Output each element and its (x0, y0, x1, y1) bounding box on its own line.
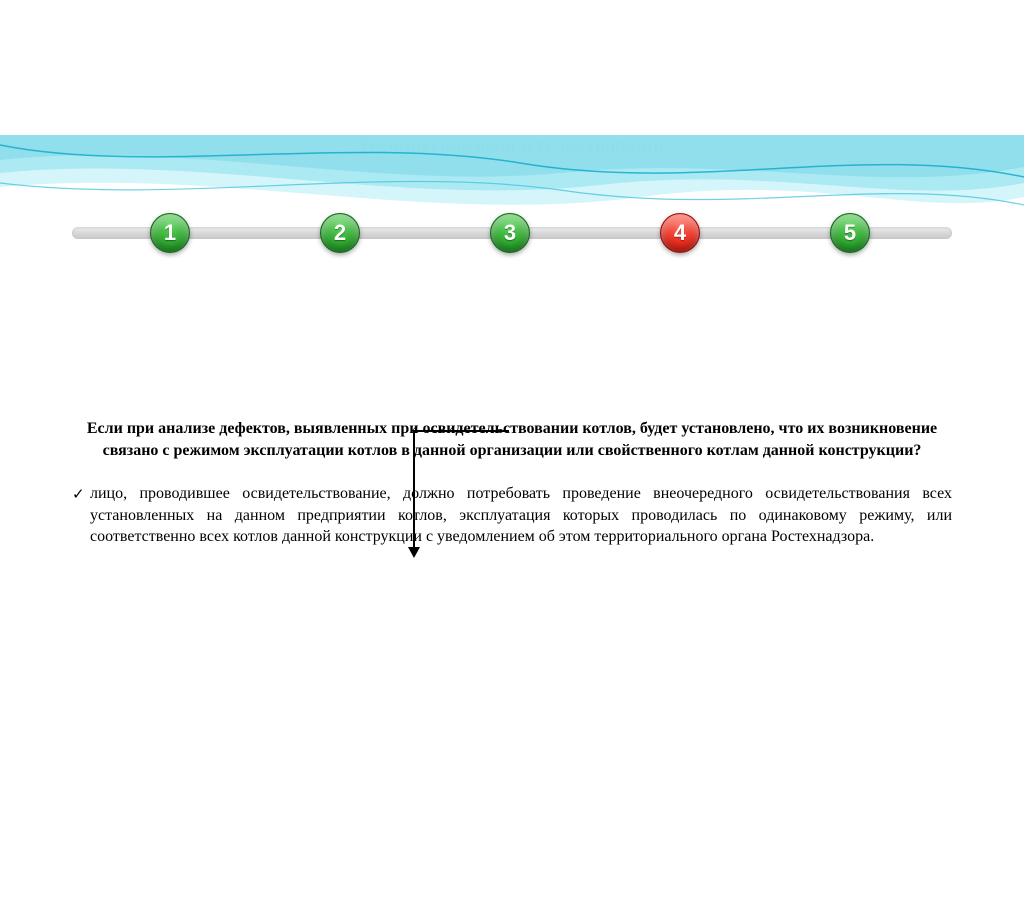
question-text: Если при анализе дефектов, выявленных пр… (72, 418, 952, 461)
step-5: 5 (830, 213, 870, 253)
step-2: 2 (320, 213, 360, 253)
step-3: 3 (490, 213, 530, 253)
answer-body: лицо, проводившее освидетельствование, д… (90, 485, 952, 545)
answer-text: ✓ лицо, проводившее освидетельствование,… (72, 483, 952, 548)
stepper: 1 2 3 4 5 (72, 213, 952, 253)
checkmark-icon: ✓ (72, 485, 85, 505)
step-1: 1 (150, 213, 190, 253)
content-block: Если при анализе дефектов, выявленных пр… (72, 418, 952, 548)
step-4: 4 (660, 213, 700, 253)
